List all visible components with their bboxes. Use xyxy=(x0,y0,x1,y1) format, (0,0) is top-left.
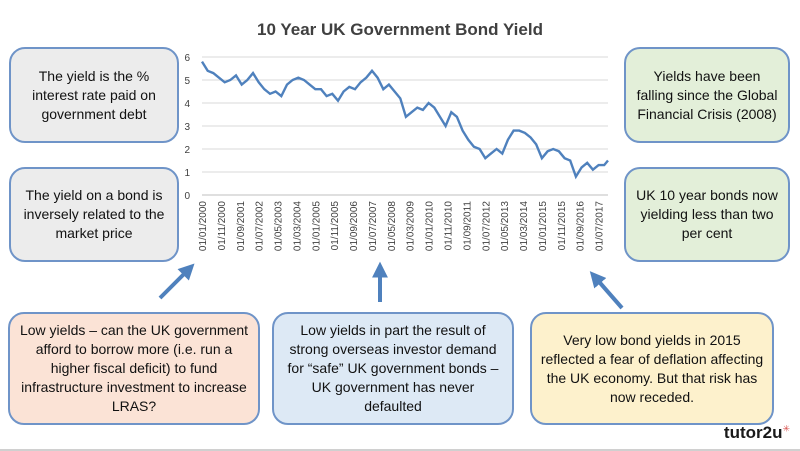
callout-fiscal-deficit: Low yields – can the UK government affor… xyxy=(8,312,260,425)
callout-inverse-relation: The yield on a bond is inversely related… xyxy=(9,167,179,262)
callout-overseas-demand: Low yields in part the result of strong … xyxy=(272,312,514,425)
x-tick-label: 01/11/2000 xyxy=(217,201,228,251)
y-axis-tick-labels: 0 1 2 3 4 5 6 xyxy=(184,53,190,202)
x-tick-label: 01/07/2017 xyxy=(595,201,606,251)
x-tick-label: 01/07/2012 xyxy=(481,201,492,251)
x-tick-label: 01/05/2003 xyxy=(274,201,285,251)
x-tick-label: 01/03/2009 xyxy=(406,201,417,251)
x-tick-label: 01/05/2013 xyxy=(500,201,511,251)
x-tick-label: 01/07/2007 xyxy=(368,201,379,251)
x-tick-label: 01/11/2015 xyxy=(557,201,568,251)
callout-below-two-percent: UK 10 year bonds now yielding less than … xyxy=(624,167,790,262)
callout-text: The yield is the % interest rate paid on… xyxy=(32,67,156,122)
callout-deflation: Very low bond yields in 2015 reflected a… xyxy=(530,312,774,425)
x-axis-tick-labels: 01/01/2000 01/11/2000 01/09/2001 01/07/2002… xyxy=(198,201,606,251)
tutor2u-logo: tutor2u✳ xyxy=(723,423,790,442)
yield-series-line xyxy=(200,60,609,180)
y-tick-label: 3 xyxy=(184,122,190,133)
chart-gridlines xyxy=(202,56,608,196)
x-tick-label: 01/01/2000 xyxy=(198,201,209,251)
y-tick-label: 2 xyxy=(184,145,190,156)
x-tick-label: 01/03/2004 xyxy=(292,201,303,251)
callout-text: Yields have been falling since the Globa… xyxy=(636,67,778,122)
callout-text: Very low bond yields in 2015 reflected a… xyxy=(540,331,764,405)
x-tick-label: 01/11/2010 xyxy=(443,201,454,251)
y-tick-label: 1 xyxy=(184,168,190,179)
x-tick-label: 01/09/2016 xyxy=(576,201,587,251)
y-tick-label: 4 xyxy=(184,99,190,110)
x-tick-label: 01/11/2005 xyxy=(330,201,341,251)
y-tick-label: 5 xyxy=(184,76,190,87)
callout-yield-definition: The yield is the % interest rate paid on… xyxy=(9,47,179,143)
x-tick-label: 01/07/2002 xyxy=(255,201,266,251)
x-tick-label: 01/05/2008 xyxy=(387,201,398,251)
footer-divider xyxy=(0,449,800,451)
x-tick-label: 01/03/2014 xyxy=(519,201,530,251)
callout-text: The yield on a bond is inversely related… xyxy=(23,187,165,241)
x-tick-label: 01/01/2010 xyxy=(425,201,436,251)
x-tick-label: 01/01/2005 xyxy=(311,201,322,251)
y-tick-label: 6 xyxy=(184,53,190,64)
x-tick-label: 01/09/2011 xyxy=(462,201,473,251)
chart-title: 10 Year UK Government Bond Yield xyxy=(257,20,543,39)
callout-yields-falling: Yields have been falling since the Globa… xyxy=(624,47,790,143)
y-tick-label: 0 xyxy=(184,191,190,202)
annotation-arrows xyxy=(158,261,624,310)
callout-text: Low yields in part the result of strong … xyxy=(287,322,499,414)
x-tick-label: 01/09/2006 xyxy=(349,201,360,251)
callout-text: Low yields – can the UK government affor… xyxy=(19,322,248,414)
arrow-deflation xyxy=(589,271,624,310)
callout-text: UK 10 year bonds now yielding less than … xyxy=(636,187,778,241)
x-tick-label: 01/09/2001 xyxy=(236,201,247,251)
arrow-fiscal xyxy=(158,263,195,300)
x-tick-label: 01/01/2015 xyxy=(538,201,549,251)
